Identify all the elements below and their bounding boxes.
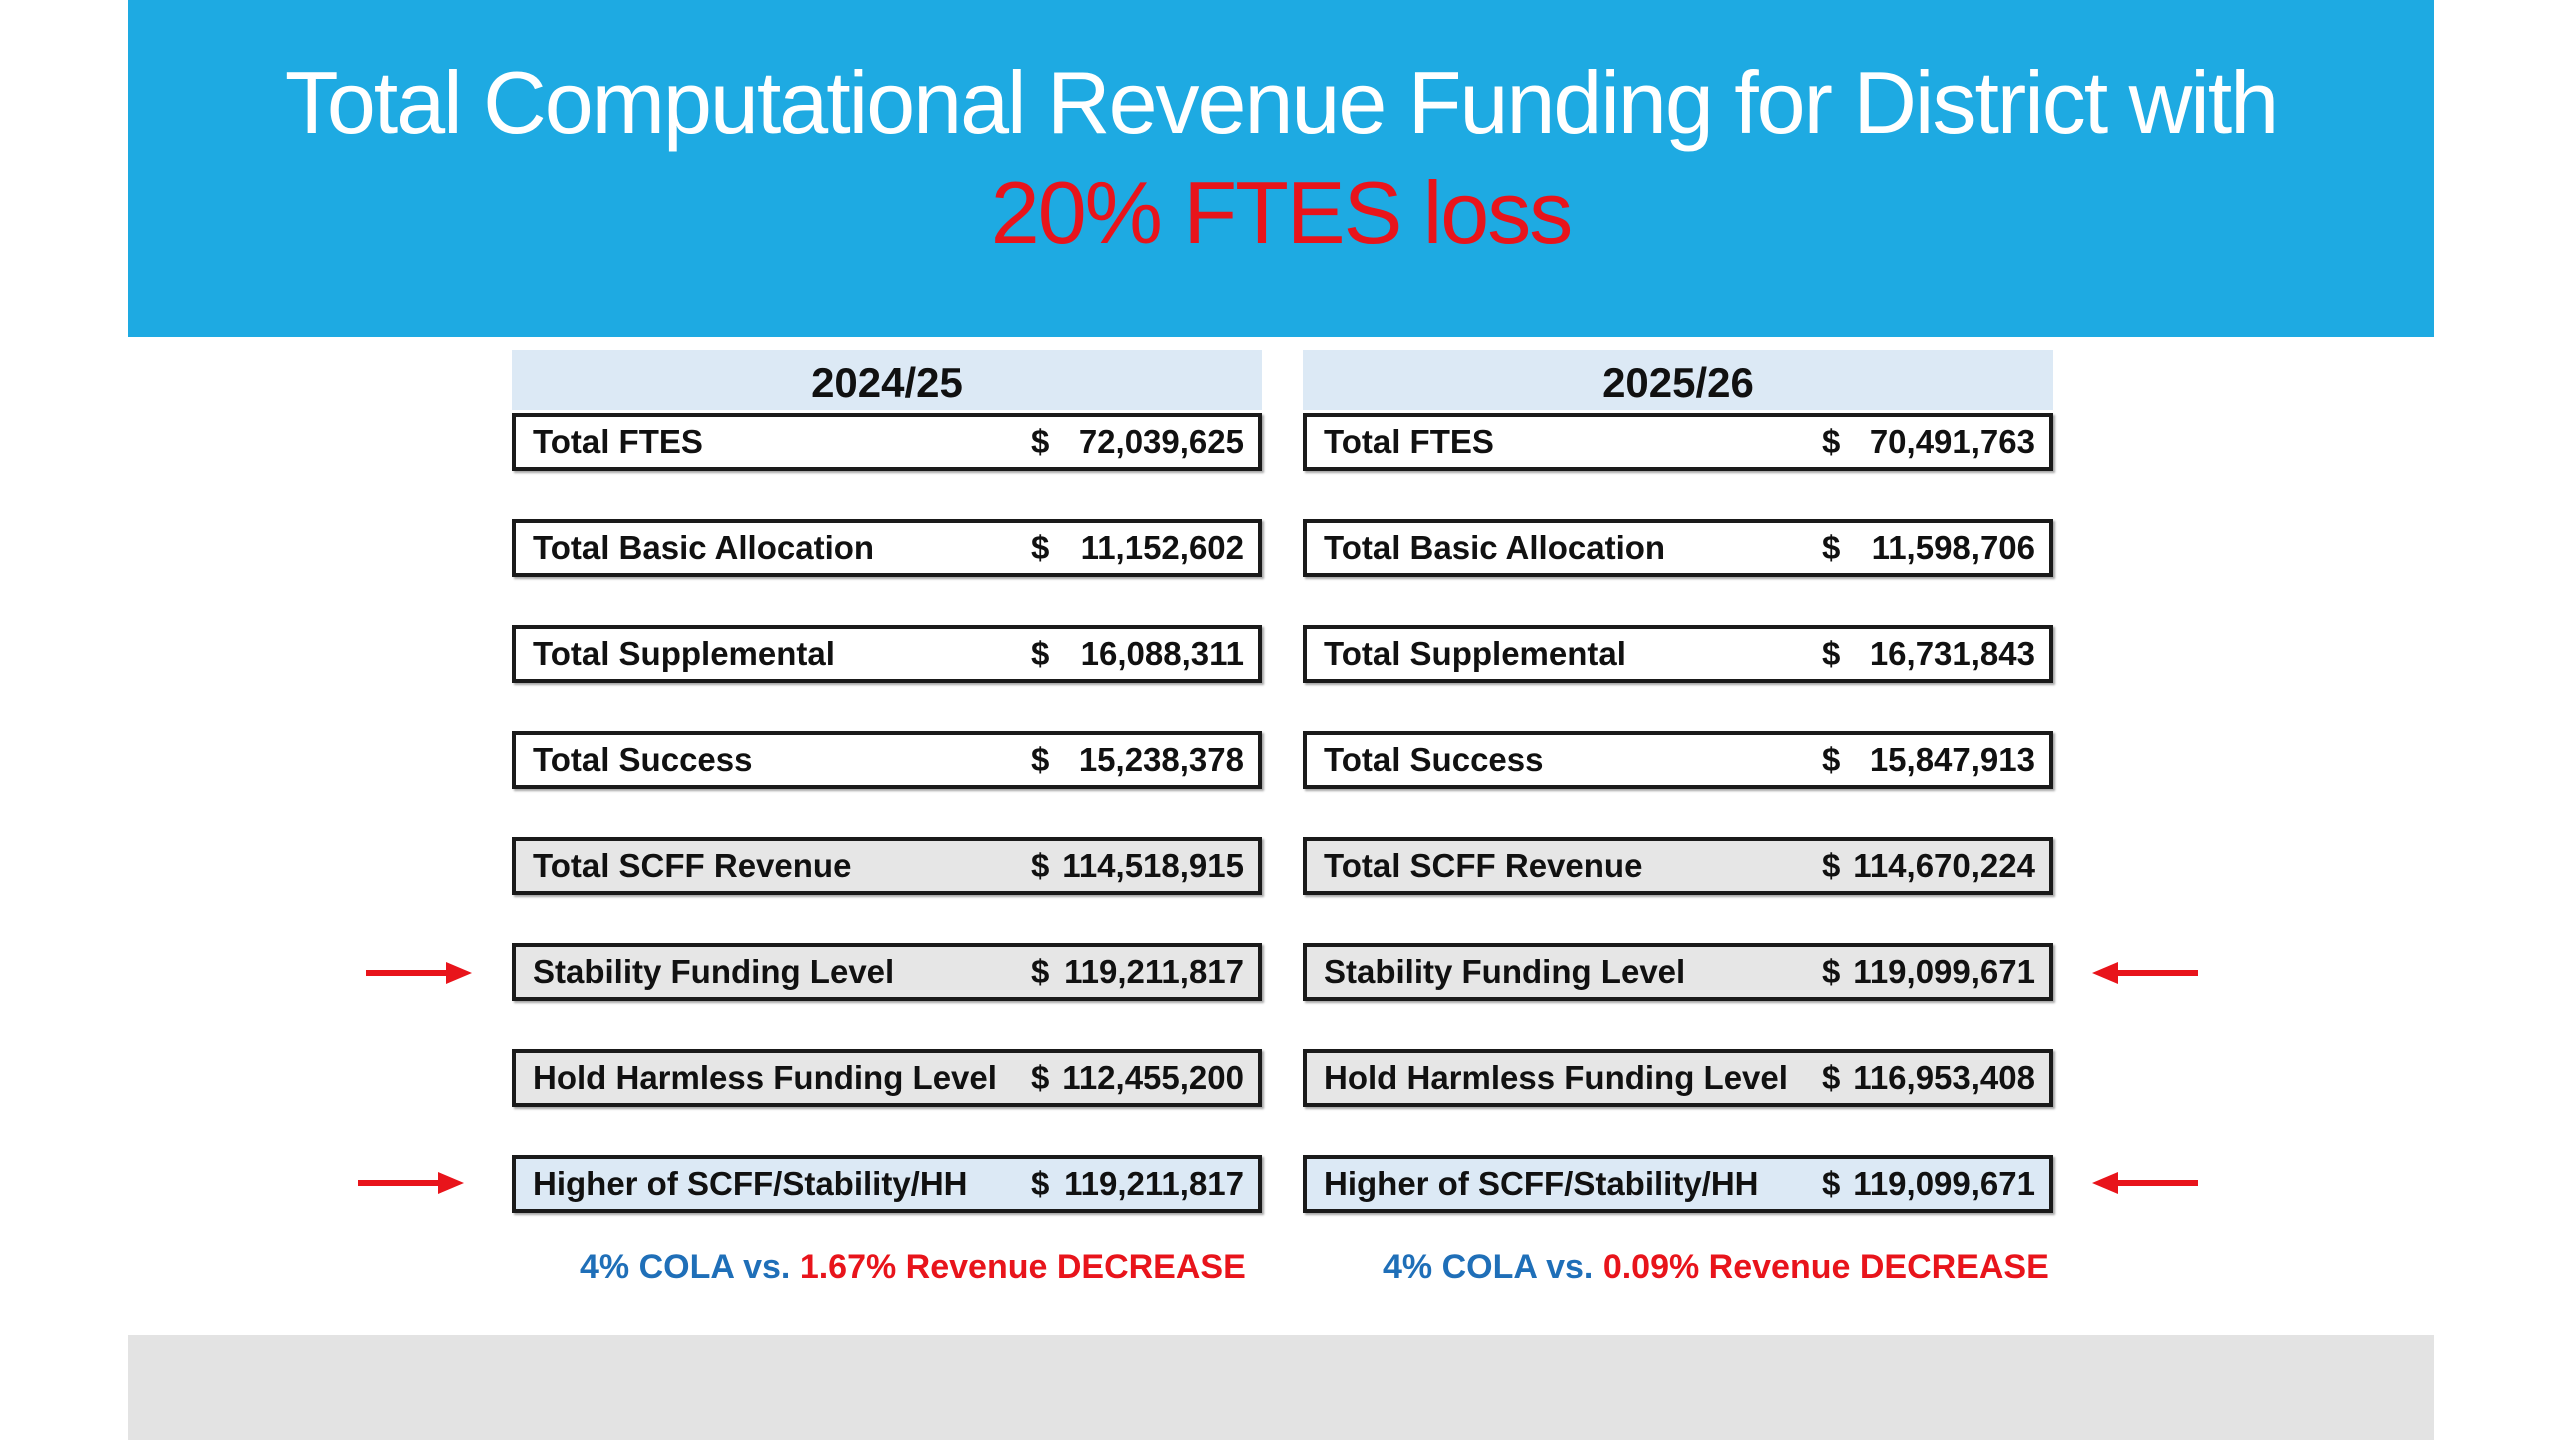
arrow-left-icon xyxy=(2092,962,2198,984)
row-label: Hold Harmless Funding Level xyxy=(533,1059,997,1096)
note-2025-26: 4% COLA vs. 0.09% Revenue DECREASE xyxy=(1383,1248,2049,1287)
row-total-supplemental: Total Supplemental $ 16,731,843 xyxy=(1303,625,2053,683)
row-label: Stability Funding Level xyxy=(533,953,895,990)
row-value: 116,953,408 xyxy=(1853,1059,2035,1096)
row-value: 11,152,602 xyxy=(1080,529,1244,566)
row-total-ftes: Total FTES $ 70,491,763 xyxy=(1303,413,2053,471)
row-label: Total Basic Allocation xyxy=(1324,529,1666,566)
row-value: 119,099,671 xyxy=(1853,1165,2035,1202)
row-label: Higher of SCFF/Stability/HH xyxy=(1324,1165,1759,1202)
note-change: 1.67% Revenue DECREASE xyxy=(799,1248,1246,1286)
row-total-success: Total Success $ 15,238,378 xyxy=(512,731,1262,789)
row-total-ftes: Total FTES $ 72,039,625 xyxy=(512,413,1262,471)
year-header: 2025/26 xyxy=(1303,350,2053,410)
currency-symbol: $ xyxy=(1031,847,1050,884)
row-label: Hold Harmless Funding Level xyxy=(1324,1059,1788,1096)
row-label: Total FTES xyxy=(1324,423,1494,460)
currency-symbol: $ xyxy=(1822,1059,1841,1096)
row-label: Total Supplemental xyxy=(1324,635,1626,672)
row-stability-funding-level: Stability Funding Level $ 119,099,671 xyxy=(1303,943,2053,1001)
title-line-2: 20% FTES loss xyxy=(990,163,1573,262)
currency-symbol: $ xyxy=(1031,529,1050,566)
title-line-1: Total Computational Revenue Funding for … xyxy=(284,53,2279,152)
note-2024-25: 4% COLA vs. 1.67% Revenue DECREASE xyxy=(580,1248,1246,1287)
row-value: 119,099,671 xyxy=(1853,953,2035,990)
arrow-right-icon xyxy=(366,962,472,984)
row-label: Total Success xyxy=(1324,741,1544,778)
arrow-left-icon xyxy=(2092,1172,2198,1194)
row-value: 112,455,200 xyxy=(1062,1059,1244,1096)
row-value: 114,518,915 xyxy=(1062,847,1244,884)
row-label: Total Supplemental xyxy=(533,635,835,672)
currency-symbol: $ xyxy=(1822,847,1841,884)
row-hold-harmless-funding-level: Hold Harmless Funding Level $ 112,455,20… xyxy=(512,1049,1262,1107)
row-label: Total Basic Allocation xyxy=(533,529,875,566)
row-value: 15,847,913 xyxy=(1869,741,2035,778)
currency-symbol: $ xyxy=(1031,1165,1050,1202)
arrow-right-icon xyxy=(358,1172,464,1194)
currency-symbol: $ xyxy=(1822,423,1841,460)
currency-symbol: $ xyxy=(1031,423,1050,460)
currency-symbol: $ xyxy=(1822,635,1841,672)
row-total-scff-revenue: Total SCFF Revenue $ 114,518,915 xyxy=(512,837,1262,895)
row-stability-funding-level: Stability Funding Level $ 119,211,817 xyxy=(512,943,1262,1001)
row-value: 119,211,817 xyxy=(1064,953,1244,990)
note-cola: 4% COLA vs. xyxy=(580,1248,791,1286)
row-total-scff-revenue: Total SCFF Revenue $ 114,670,224 xyxy=(1303,837,2053,895)
slide-title: Total Computational Revenue Funding for … xyxy=(128,48,2434,268)
note-cola: 4% COLA vs. xyxy=(1383,1248,1594,1286)
footer-bar xyxy=(128,1335,2434,1440)
row-value: 16,731,843 xyxy=(1869,635,2035,672)
row-value: 70,491,763 xyxy=(1869,423,2035,460)
note-change: 0.09% Revenue DECREASE xyxy=(1602,1248,2049,1286)
row-higher-of-scff-stability-hh: Higher of SCFF/Stability/HH $ 119,099,67… xyxy=(1303,1155,2053,1213)
currency-symbol: $ xyxy=(1031,635,1050,672)
row-value: 15,238,378 xyxy=(1078,741,1244,778)
currency-symbol: $ xyxy=(1822,953,1841,990)
row-value: 114,670,224 xyxy=(1853,847,2035,884)
currency-symbol: $ xyxy=(1822,1165,1841,1202)
row-total-basic-allocation: Total Basic Allocation $ 11,152,602 xyxy=(512,519,1262,577)
row-label: Total SCFF Revenue xyxy=(533,847,852,884)
row-total-basic-allocation: Total Basic Allocation $ 11,598,706 xyxy=(1303,519,2053,577)
year-header: 2024/25 xyxy=(512,350,1262,410)
row-label: Total Success xyxy=(533,741,753,778)
title-banner xyxy=(128,0,2434,337)
row-value: 11,598,706 xyxy=(1871,529,2035,566)
currency-symbol: $ xyxy=(1822,741,1841,778)
row-hold-harmless-funding-level: Hold Harmless Funding Level $ 116,953,40… xyxy=(1303,1049,2053,1107)
row-label: Stability Funding Level xyxy=(1324,953,1686,990)
row-total-supplemental: Total Supplemental $ 16,088,311 xyxy=(512,625,1262,683)
row-total-success: Total Success $ 15,847,913 xyxy=(1303,731,2053,789)
row-label: Total SCFF Revenue xyxy=(1324,847,1643,884)
row-value: 119,211,817 xyxy=(1064,1165,1244,1202)
currency-symbol: $ xyxy=(1031,741,1050,778)
currency-symbol: $ xyxy=(1031,1059,1050,1096)
row-higher-of-scff-stability-hh: Higher of SCFF/Stability/HH $ 119,211,81… xyxy=(512,1155,1262,1213)
row-value: 16,088,311 xyxy=(1080,635,1244,672)
currency-symbol: $ xyxy=(1822,529,1841,566)
row-value: 72,039,625 xyxy=(1078,423,1244,460)
row-label: Total FTES xyxy=(533,423,703,460)
currency-symbol: $ xyxy=(1031,953,1050,990)
row-label: Higher of SCFF/Stability/HH xyxy=(533,1165,968,1202)
